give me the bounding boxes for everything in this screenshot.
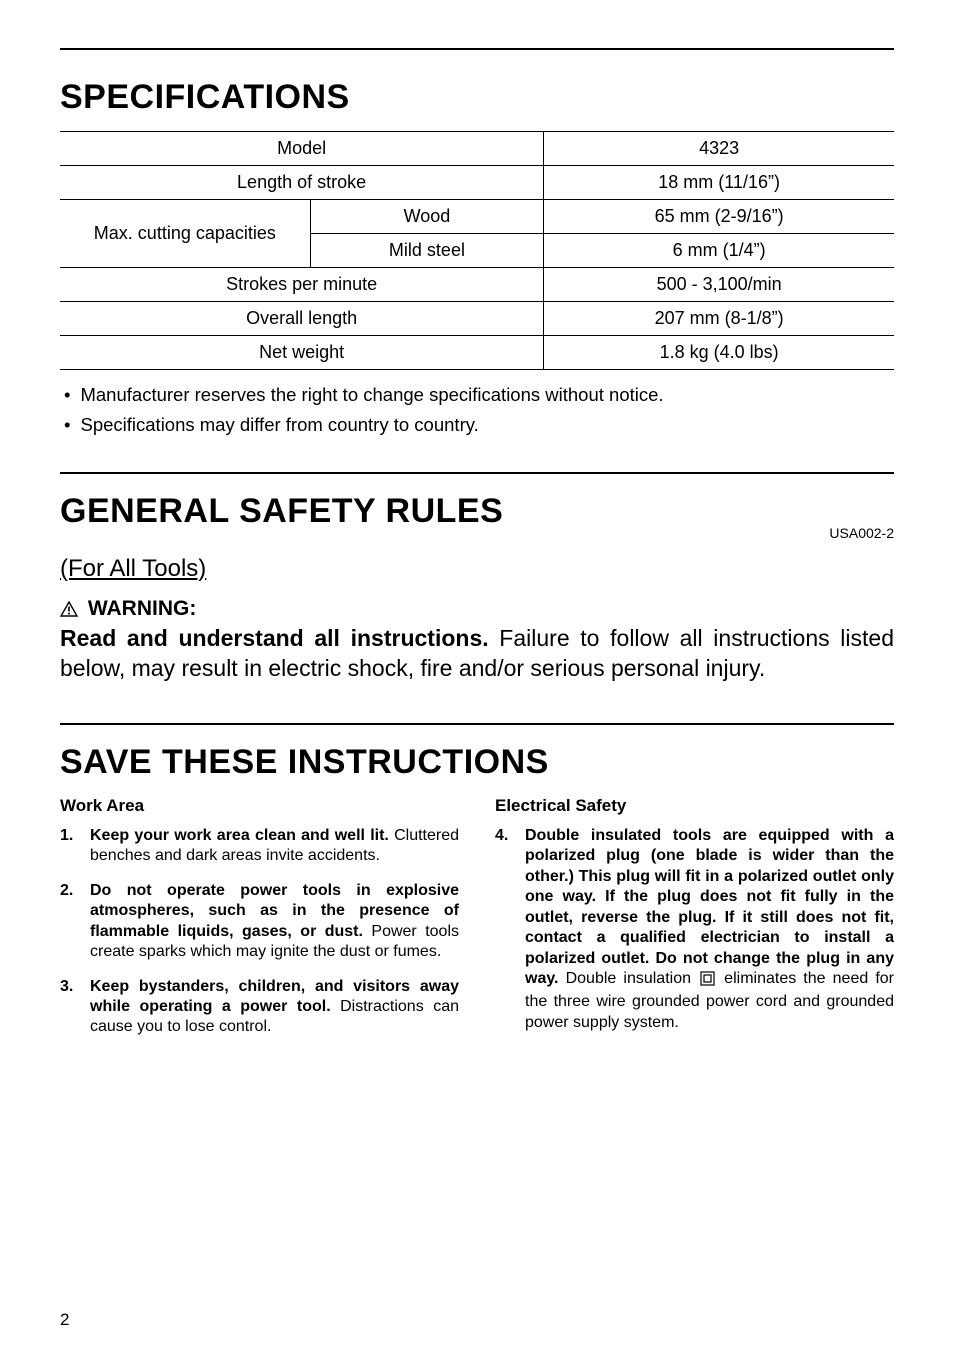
warning-triangle-icon	[60, 599, 78, 623]
instruction-item: Do not operate power tools in explosive …	[60, 881, 459, 963]
save-heading: SAVE THESE INSTRUCTIONS	[60, 743, 894, 782]
cell-weight-value: 1.8 kg (4.0 lbs)	[544, 336, 894, 370]
cell-capacity-label: Max. cutting capacities	[60, 200, 310, 268]
table-row: Net weight 1.8 kg (4.0 lbs)	[60, 336, 894, 370]
warning-block: WARNING: Read and understand all instruc…	[60, 597, 894, 684]
cell-spm-value: 500 - 3,100/min	[544, 268, 894, 302]
right-column: Electrical Safety Double insulated tools…	[495, 796, 894, 1052]
cell-stroke-label: Length of stroke	[60, 166, 544, 200]
left-column: Work Area Keep your work area clean and …	[60, 796, 459, 1052]
table-row: Model 4323	[60, 132, 894, 166]
cell-length-label: Overall length	[60, 302, 544, 336]
safety-heading: GENERAL SAFETY RULES	[60, 492, 503, 531]
safety-subtitle: (For All Tools)	[60, 555, 894, 583]
cell-model-value: 4323	[544, 132, 894, 166]
cell-wood-label: Wood	[310, 200, 544, 234]
table-row: Overall length 207 mm (8-1/8”)	[60, 302, 894, 336]
section-rule	[60, 723, 894, 725]
cell-spm-label: Strokes per minute	[60, 268, 544, 302]
top-rule	[60, 48, 894, 50]
warning-bold: Read and understand all instructions.	[60, 625, 489, 651]
instruction-item: Keep bystanders, children, and visitors …	[60, 977, 459, 1038]
cell-stroke-value: 18 mm (11/16”)	[544, 166, 894, 200]
electrical-safety-heading: Electrical Safety	[495, 796, 894, 816]
double-insulation-icon	[700, 971, 715, 992]
instruction-item: Double insulated tools are equipped with…	[495, 826, 894, 1034]
cell-steel-value: 6 mm (1/4”)	[544, 234, 894, 268]
table-row: Strokes per minute 500 - 3,100/min	[60, 268, 894, 302]
cell-steel-label: Mild steel	[310, 234, 544, 268]
doc-code: USA002-2	[829, 525, 894, 541]
cell-weight-label: Net weight	[60, 336, 544, 370]
warning-label-text: WARNING:	[88, 597, 197, 620]
table-row: Max. cutting capacities Wood 65 mm (2-9/…	[60, 200, 894, 234]
work-area-heading: Work Area	[60, 796, 459, 816]
specification-notes: Manufacturer reserves the right to chang…	[60, 384, 894, 436]
specifications-table: Model 4323 Length of stroke 18 mm (11/16…	[60, 131, 894, 370]
cell-length-value: 207 mm (8-1/8”)	[544, 302, 894, 336]
table-row: Length of stroke 18 mm (11/16”)	[60, 166, 894, 200]
cell-model-label: Model	[60, 132, 544, 166]
cell-wood-value: 65 mm (2-9/16”)	[544, 200, 894, 234]
note-item: Manufacturer reserves the right to chang…	[64, 384, 894, 406]
note-item: Specifications may differ from country t…	[64, 414, 894, 436]
page-number: 2	[60, 1310, 69, 1330]
specifications-heading: SPECIFICATIONS	[60, 78, 894, 117]
instruction-item: Keep your work area clean and well lit. …	[60, 826, 459, 867]
